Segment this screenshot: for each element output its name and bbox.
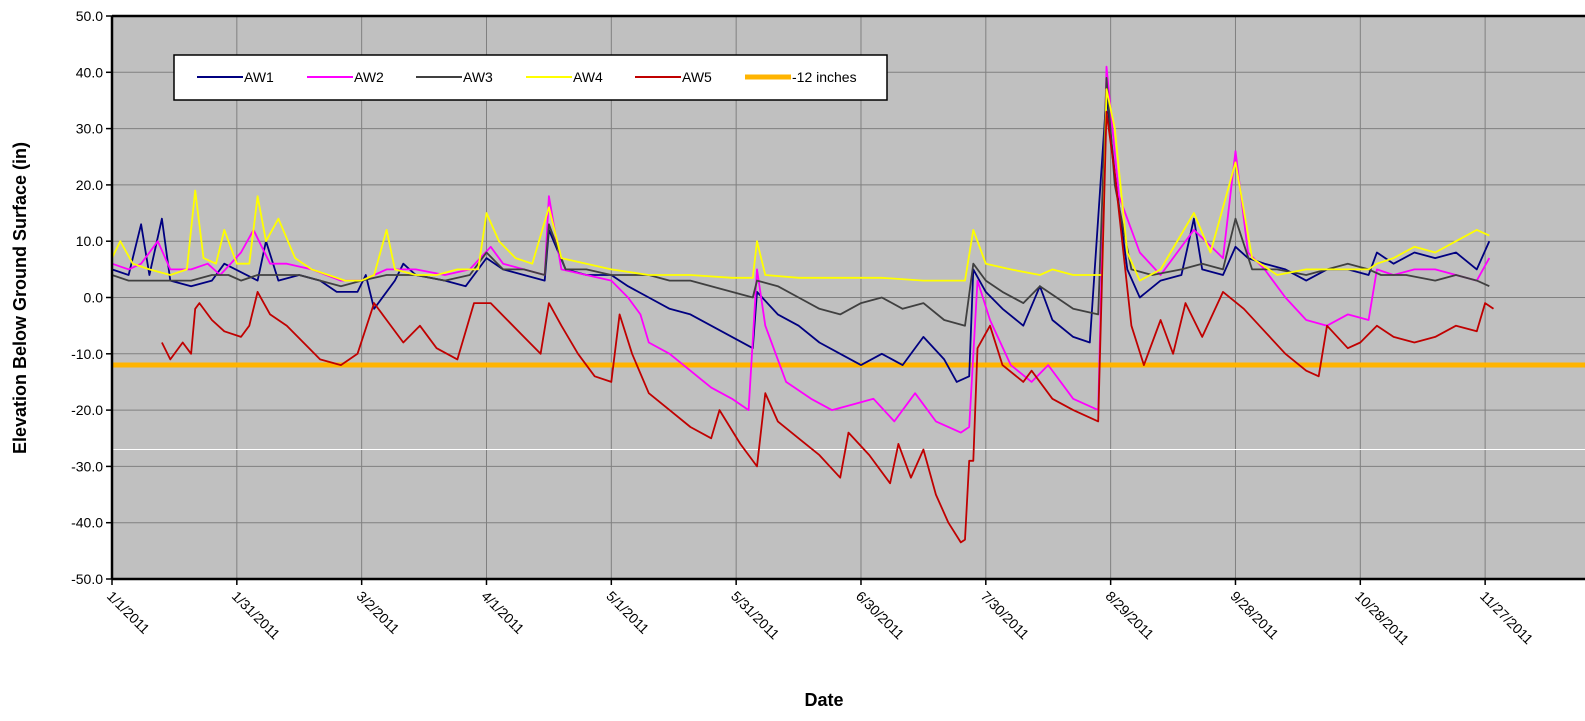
y-tick-label: -50.0 (71, 571, 103, 587)
series-line-aw5 (161, 110, 1495, 544)
legend-label: AW3 (463, 69, 493, 85)
x-tick-label: 1/1/2011 (104, 588, 153, 637)
series-line-aw4 (111, 88, 1490, 282)
y-tick-label: -10.0 (71, 346, 103, 362)
x-tick-label: 8/29/2011 (1103, 588, 1158, 643)
legend-entries: AW1 AW2 AW3 AW4 AW5 -12 inches (197, 69, 857, 85)
legend-label: AW2 (354, 69, 384, 85)
reference-lines (112, 362, 1585, 451)
x-tick-label: 10/28/2011 (1352, 588, 1412, 648)
y-tick-label: 10.0 (76, 233, 103, 249)
x-tick-labels: 1/1/2011 1/31/2011 3/2/2011 4/1/2011 5/1/201… (104, 579, 1537, 648)
x-tick-label: 1/31/2011 (229, 588, 284, 643)
x-tick-label: 11/27/2011 (1477, 588, 1537, 648)
y-tick-label: 20.0 (76, 177, 103, 193)
y-tick-label: 0.0 (84, 290, 104, 306)
y-tick-label: 50.0 (76, 8, 103, 24)
x-tick-label: 9/28/2011 (1227, 588, 1282, 643)
series-line-aw1 (111, 93, 1491, 383)
x-tick-label: 6/30/2011 (853, 588, 908, 643)
y-tick-label: -20.0 (71, 402, 103, 418)
series-lines (111, 65, 1495, 544)
x-tick-label: 3/2/2011 (354, 588, 403, 637)
series-line-aw3 (111, 77, 1490, 327)
y-tick-label: 40.0 (76, 64, 103, 80)
x-tick-label: 7/30/2011 (978, 588, 1033, 643)
y-tick-labels: 50.0 40.0 30.0 20.0 10.0 0.0 -10.0 -20.0 -30.0 -4… (71, 8, 112, 587)
plot-area (110, 14, 1585, 581)
x-tick-label: 4/1/2011 (478, 588, 527, 637)
x-tick-label: 5/31/2011 (728, 588, 783, 643)
legend-label: AW4 (573, 69, 603, 85)
legend-label: AW1 (244, 69, 274, 85)
y-tick-label: -30.0 (71, 458, 103, 474)
legend-label: -12 inches (792, 69, 857, 85)
x-axis-title: Date (804, 690, 843, 710)
legend: AW1 AW2 AW3 AW4 AW5 -12 inches (173, 54, 888, 101)
legend-label: AW5 (682, 69, 712, 85)
y-tick-label: -40.0 (71, 515, 103, 531)
x-tick-label: 5/1/2011 (603, 588, 652, 637)
y-tick-label: 30.0 (76, 121, 103, 137)
y-axis-title: Elevation Below Ground Surface (in) (10, 142, 30, 454)
